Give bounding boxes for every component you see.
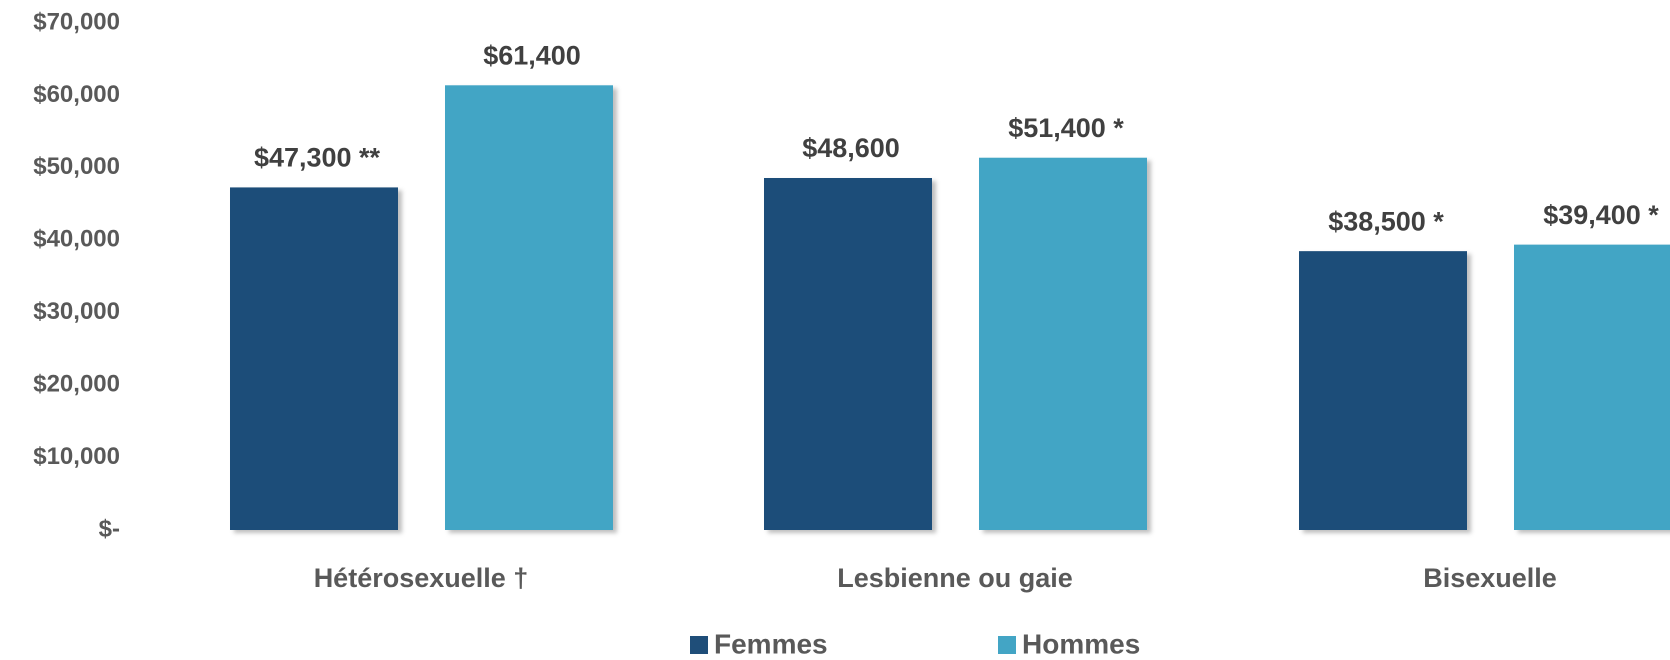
value-label: $48,600 [802, 133, 900, 163]
y-tick-label: $20,000 [33, 370, 120, 397]
x-tick-label: Lesbienne ou gaie [837, 563, 1073, 593]
bar [1299, 251, 1467, 530]
x-tick-label: Bisexuelle [1423, 563, 1557, 593]
bar [445, 85, 613, 530]
value-label: $51,400 * [1008, 113, 1124, 143]
bar [979, 157, 1147, 530]
y-tick-label: $30,000 [33, 298, 120, 325]
y-tick-label: $40,000 [33, 226, 120, 253]
bar [764, 177, 932, 531]
y-tick-label: $- [99, 515, 120, 542]
y-tick-label: $60,000 [33, 81, 120, 108]
bar [1514, 244, 1670, 531]
y-tick-label: $50,000 [33, 153, 120, 180]
legend-swatch [998, 636, 1016, 654]
bar [230, 187, 398, 531]
legend-label: Femmes [714, 628, 828, 659]
value-label: $38,500 * [1328, 206, 1444, 236]
x-tick-label: Hétérosexuelle † [314, 563, 529, 593]
y-tick-label: $70,000 [33, 8, 120, 35]
legend-swatch [690, 636, 708, 654]
legend-label: Hommes [1022, 628, 1140, 659]
value-label: $39,400 * [1543, 200, 1659, 230]
y-tick-label: $10,000 [33, 443, 120, 470]
value-label: $47,300 ** [254, 143, 381, 173]
value-label: $61,400 [483, 40, 581, 70]
